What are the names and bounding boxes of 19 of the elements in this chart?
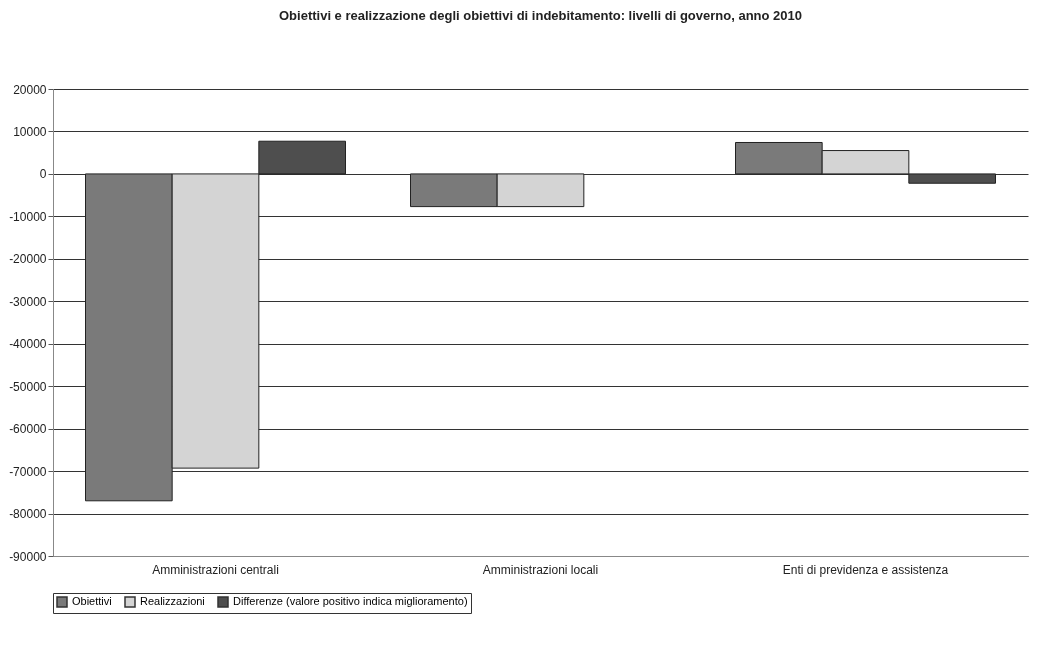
y-tick-label: -30000 — [9, 294, 47, 309]
y-tick-label: -60000 — [9, 422, 47, 437]
y-tick-label: -80000 — [9, 507, 47, 522]
legend-label: Differenze (valore positivo indica miglioramento) — [233, 595, 468, 607]
y-tick-label: 0 — [39, 167, 47, 182]
y-tick-label: -10000 — [9, 209, 47, 224]
legend-label: Realizzazioni — [140, 595, 205, 607]
y-tick-label: -70000 — [9, 464, 47, 479]
y-tick-label: -20000 — [9, 252, 47, 267]
x-tick-label: Amministrazioni centrali — [152, 562, 279, 577]
y-tick-label: 10000 — [13, 124, 47, 139]
legend-label: Obiettivi — [72, 595, 112, 607]
x-tick-label: Amministrazioni locali — [482, 562, 599, 577]
y-tick-label: -90000 — [9, 549, 47, 564]
y-tick-label: -40000 — [9, 337, 47, 352]
y-tick-label: 20000 — [13, 82, 47, 97]
x-tick-label: Enti di previdenza e assistenza — [782, 562, 949, 577]
chart-title: Obiettivi e realizzazione degli obiettivi di indebitamento: livelli di governo, anno 2010 — [279, 8, 802, 23]
y-tick-label: -50000 — [9, 379, 47, 394]
